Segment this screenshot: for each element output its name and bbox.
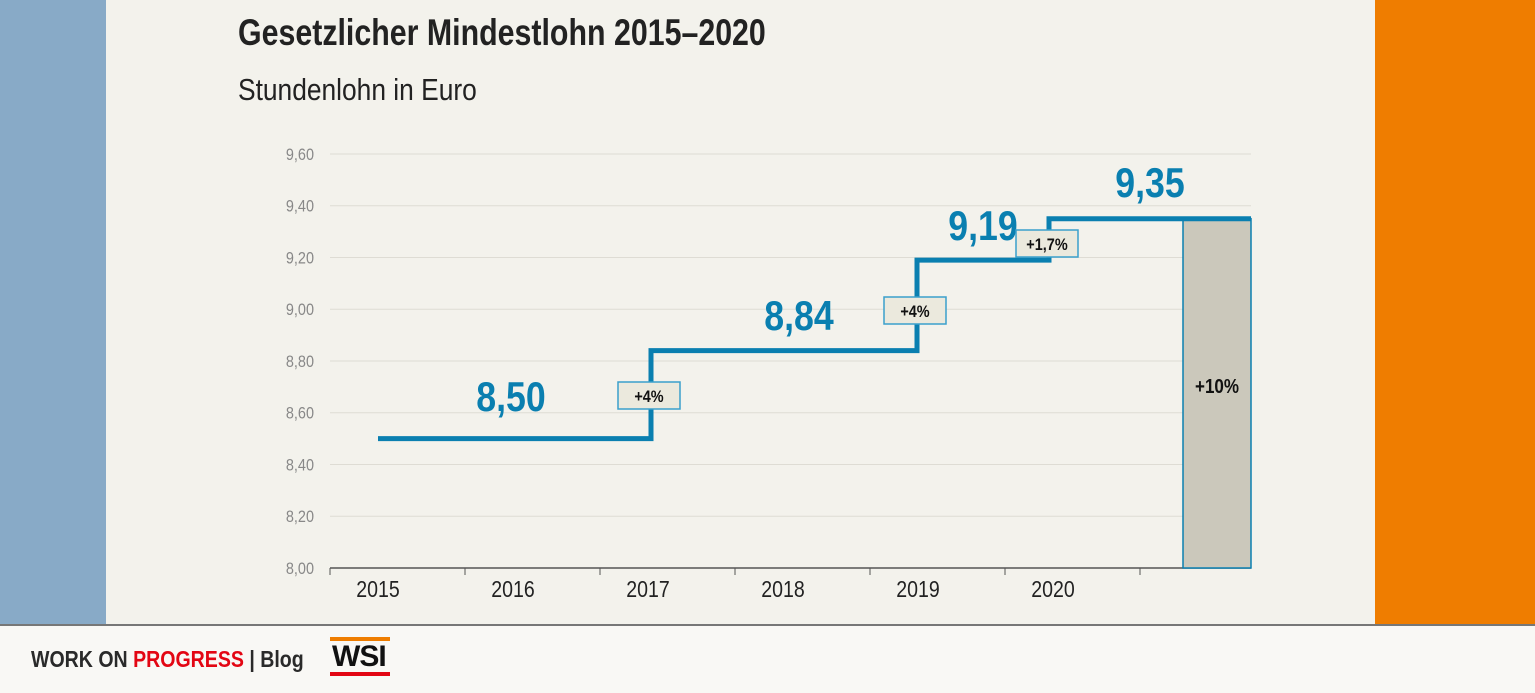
left-color-band [0,0,106,624]
wsi-logo[interactable]: WSI [330,637,390,677]
right-color-band [1375,0,1535,624]
y-tick-label: 8,60 [286,405,314,423]
x-tick-label: 2020 [1031,577,1075,603]
brand-blog: Blog [260,646,304,672]
chart-subtitle: Stundenlohn in Euro [238,72,477,107]
divider [0,624,1535,626]
x-tick-label: 2016 [491,577,534,603]
y-tick-label: 8,40 [286,456,314,474]
value-label: 8,84 [764,293,834,339]
change-label: +4% [900,303,929,321]
y-tick-label: 9,40 [286,198,314,216]
footer-brand[interactable]: WORK ON PROGRESS | Blog [31,646,304,673]
chart-panel [106,0,1375,624]
change-label: +4% [634,388,663,406]
brand-progress: PROGRESS [133,646,244,672]
brand-separator: | [243,646,261,672]
y-tick-label: 8,00 [286,560,314,578]
brand-work-on: WORK ON [31,646,134,672]
value-label: 9,19 [948,203,1017,249]
y-tick-label: 8,20 [286,508,314,526]
chart: 8,00 8,20 8,40 8,60 8,80 9,00 9,20 9,40 9,60 2015… [286,146,1252,603]
y-tick-label: 9,00 [286,301,314,319]
y-tick-label: 9,60 [286,146,314,164]
change-badge [617,381,681,410]
page-title: Gesetzlicher Mindestlohn 2015–2020 [238,12,766,53]
value-label: 8,50 [476,374,545,420]
x-tick-label: 2018 [761,577,804,603]
y-tick-label: 9,20 [286,249,314,267]
change-badge [883,296,947,325]
x-tick-label: 2019 [896,577,939,603]
x-tick-label: 2017 [626,577,669,603]
wsi-logo-text: WSI [332,640,387,673]
change-badge [1015,229,1079,258]
x-tick-label: 2015 [356,577,399,603]
total-increase-label: +10% [1195,375,1239,398]
value-label: 9,35 [1115,160,1184,206]
y-tick-label: 8,80 [286,353,314,371]
change-label: +1,7% [1026,236,1067,254]
